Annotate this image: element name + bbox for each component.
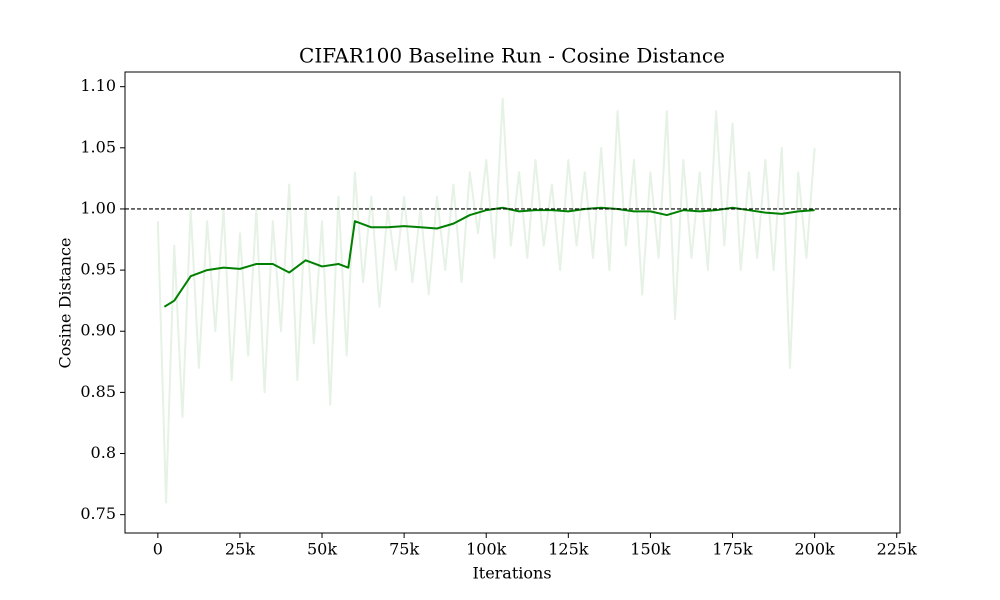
x-tick-label: 225k xyxy=(877,540,918,559)
x-tick-label: 0 xyxy=(153,540,163,559)
x-axis-label: Iterations xyxy=(472,564,551,583)
x-tick-label: 25k xyxy=(225,540,255,559)
y-tick-label: 1.10 xyxy=(80,76,116,95)
y-tick-label: 0.8 xyxy=(91,443,116,462)
x-tick-label: 175k xyxy=(712,540,753,559)
data-line xyxy=(156,97,816,504)
y-tick-label: 1.05 xyxy=(80,137,116,156)
y-axis-label: Cosine Distance xyxy=(56,238,75,369)
x-tick-label: 150k xyxy=(630,540,671,559)
x-tick-label: 125k xyxy=(548,540,589,559)
chart-title: CIFAR100 Baseline Run - Cosine Distance xyxy=(299,44,725,68)
x-tick-label: 100k xyxy=(466,540,507,559)
plot-frame xyxy=(124,71,901,534)
y-tick-label: 0.75 xyxy=(80,504,116,523)
x-tick-label: 50k xyxy=(307,540,337,559)
y-tick-label: 1.00 xyxy=(80,198,116,217)
x-tick-label: 75k xyxy=(389,540,419,559)
y-tick-label: 0.95 xyxy=(80,260,116,279)
y-tick-label: 0.90 xyxy=(80,321,116,340)
x-tick-label: 200k xyxy=(795,540,836,559)
y-tick-label: 0.85 xyxy=(80,382,116,401)
data-line xyxy=(163,206,815,308)
